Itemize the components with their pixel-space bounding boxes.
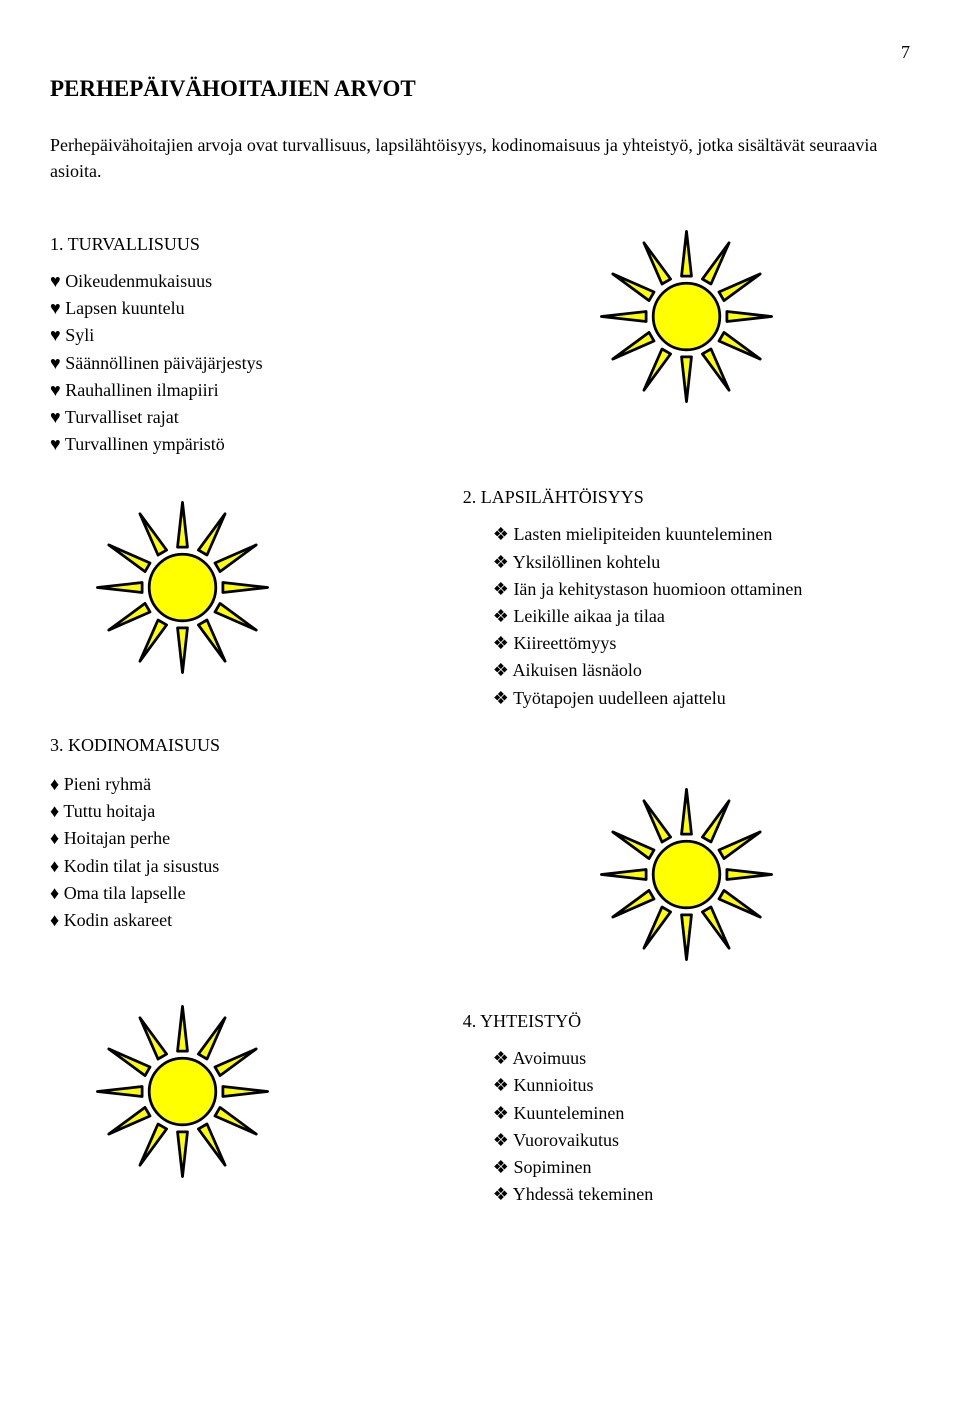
- col-right-1: [463, 212, 910, 421]
- col-left-3: Pieni ryhmä Tuttu hoitaja Hoitajan perhe…: [50, 770, 463, 935]
- list-item: Turvallinen ympäristö: [50, 432, 463, 457]
- list-item: Oma tila lapselle: [50, 881, 463, 906]
- col-left-2: [50, 465, 463, 692]
- list-item: Aikuisen läsnäolo: [493, 658, 910, 683]
- sun-icon: [594, 782, 779, 967]
- sun-icon: [90, 999, 275, 1184]
- list-item: Säännöllinen päiväjärjestys: [50, 351, 463, 376]
- list-item: Lapsen kuuntelu: [50, 296, 463, 321]
- heading-turvallisuus: 1. TURVALLISUUS: [50, 232, 463, 257]
- list-item: Tuttu hoitaja: [50, 799, 463, 824]
- list-item: Lasten mielipiteiden kuunteleminen: [493, 522, 910, 547]
- list-item: Vuorovaikutus: [493, 1128, 910, 1153]
- row-1: 1. TURVALLISUUS Oikeudenmukaisuus Lapsen…: [50, 212, 910, 460]
- list-item: Työtapojen uudelleen ajattelu: [493, 686, 910, 711]
- list-item: Pieni ryhmä: [50, 772, 463, 797]
- list-yhteistyo: Avoimuus Kunnioitus Kuunteleminen Vuorov…: [463, 1046, 910, 1207]
- list-item: Leikille aikaa ja tilaa: [493, 604, 910, 629]
- intro-paragraph: Perhepäivähoitajien arvoja ovat turvalli…: [50, 133, 910, 183]
- row-2: 2. LAPSILÄHTÖISYYS Lasten mielipiteiden …: [50, 465, 910, 713]
- list-item: Kiireettömyys: [493, 631, 910, 656]
- list-item: Yksilöllinen kohtelu: [493, 550, 910, 575]
- heading-kodinomaisuus: 3. KODINOMAISUUS: [50, 733, 910, 758]
- col-left-1: 1. TURVALLISUUS Oikeudenmukaisuus Lapsen…: [50, 212, 463, 460]
- list-item: Oikeudenmukaisuus: [50, 269, 463, 294]
- row-3: Pieni ryhmä Tuttu hoitaja Hoitajan perhe…: [50, 770, 910, 979]
- page-number: 7: [50, 40, 910, 65]
- list-lapsilahtoisyys: Lasten mielipiteiden kuunteleminen Yksil…: [463, 522, 910, 710]
- list-item: Hoitajan perhe: [50, 826, 463, 851]
- page-title: PERHEPÄIVÄHOITAJIEN ARVOT: [50, 73, 910, 105]
- list-item: Iän ja kehitystason huomioon ottaminen: [493, 577, 910, 602]
- list-item: Rauhallinen ilmapiiri: [50, 378, 463, 403]
- list-item: Syli: [50, 323, 463, 348]
- list-turvallisuus: Oikeudenmukaisuus Lapsen kuuntelu Syli S…: [50, 269, 463, 457]
- col-left-4: [50, 979, 463, 1196]
- list-item: Kunnioitus: [493, 1073, 910, 1098]
- sun-icon-wrap: [463, 224, 910, 409]
- list-kodinomaisuus: Pieni ryhmä Tuttu hoitaja Hoitajan perhe…: [50, 772, 463, 933]
- sun-icon: [594, 224, 779, 409]
- list-item: Avoimuus: [493, 1046, 910, 1071]
- col-right-2: 2. LAPSILÄHTÖISYYS Lasten mielipiteiden …: [463, 465, 910, 713]
- list-item: Kodin askareet: [50, 908, 463, 933]
- list-item: Sopiminen: [493, 1155, 910, 1180]
- list-item: Kuunteleminen: [493, 1101, 910, 1126]
- sun-icon: [90, 495, 275, 680]
- list-item: Turvalliset rajat: [50, 405, 463, 430]
- heading-lapsilahtoisyys: 2. LAPSILÄHTÖISYYS: [463, 485, 910, 510]
- list-item: Kodin tilat ja sisustus: [50, 854, 463, 879]
- sun-icon-wrap: [50, 495, 463, 680]
- sun-icon-wrap: [463, 782, 910, 967]
- section-kodinomaisuus: 3. KODINOMAISUUS: [50, 733, 910, 758]
- row-4: 4. YHTEISTYÖ Avoimuus Kunnioitus Kuuntel…: [50, 979, 910, 1209]
- list-item: Yhdessä tekeminen: [493, 1182, 910, 1207]
- col-right-3: [463, 770, 910, 979]
- col-right-4: 4. YHTEISTYÖ Avoimuus Kunnioitus Kuuntel…: [463, 979, 910, 1209]
- sun-icon-wrap: [50, 999, 463, 1184]
- heading-yhteistyo: 4. YHTEISTYÖ: [463, 1009, 910, 1034]
